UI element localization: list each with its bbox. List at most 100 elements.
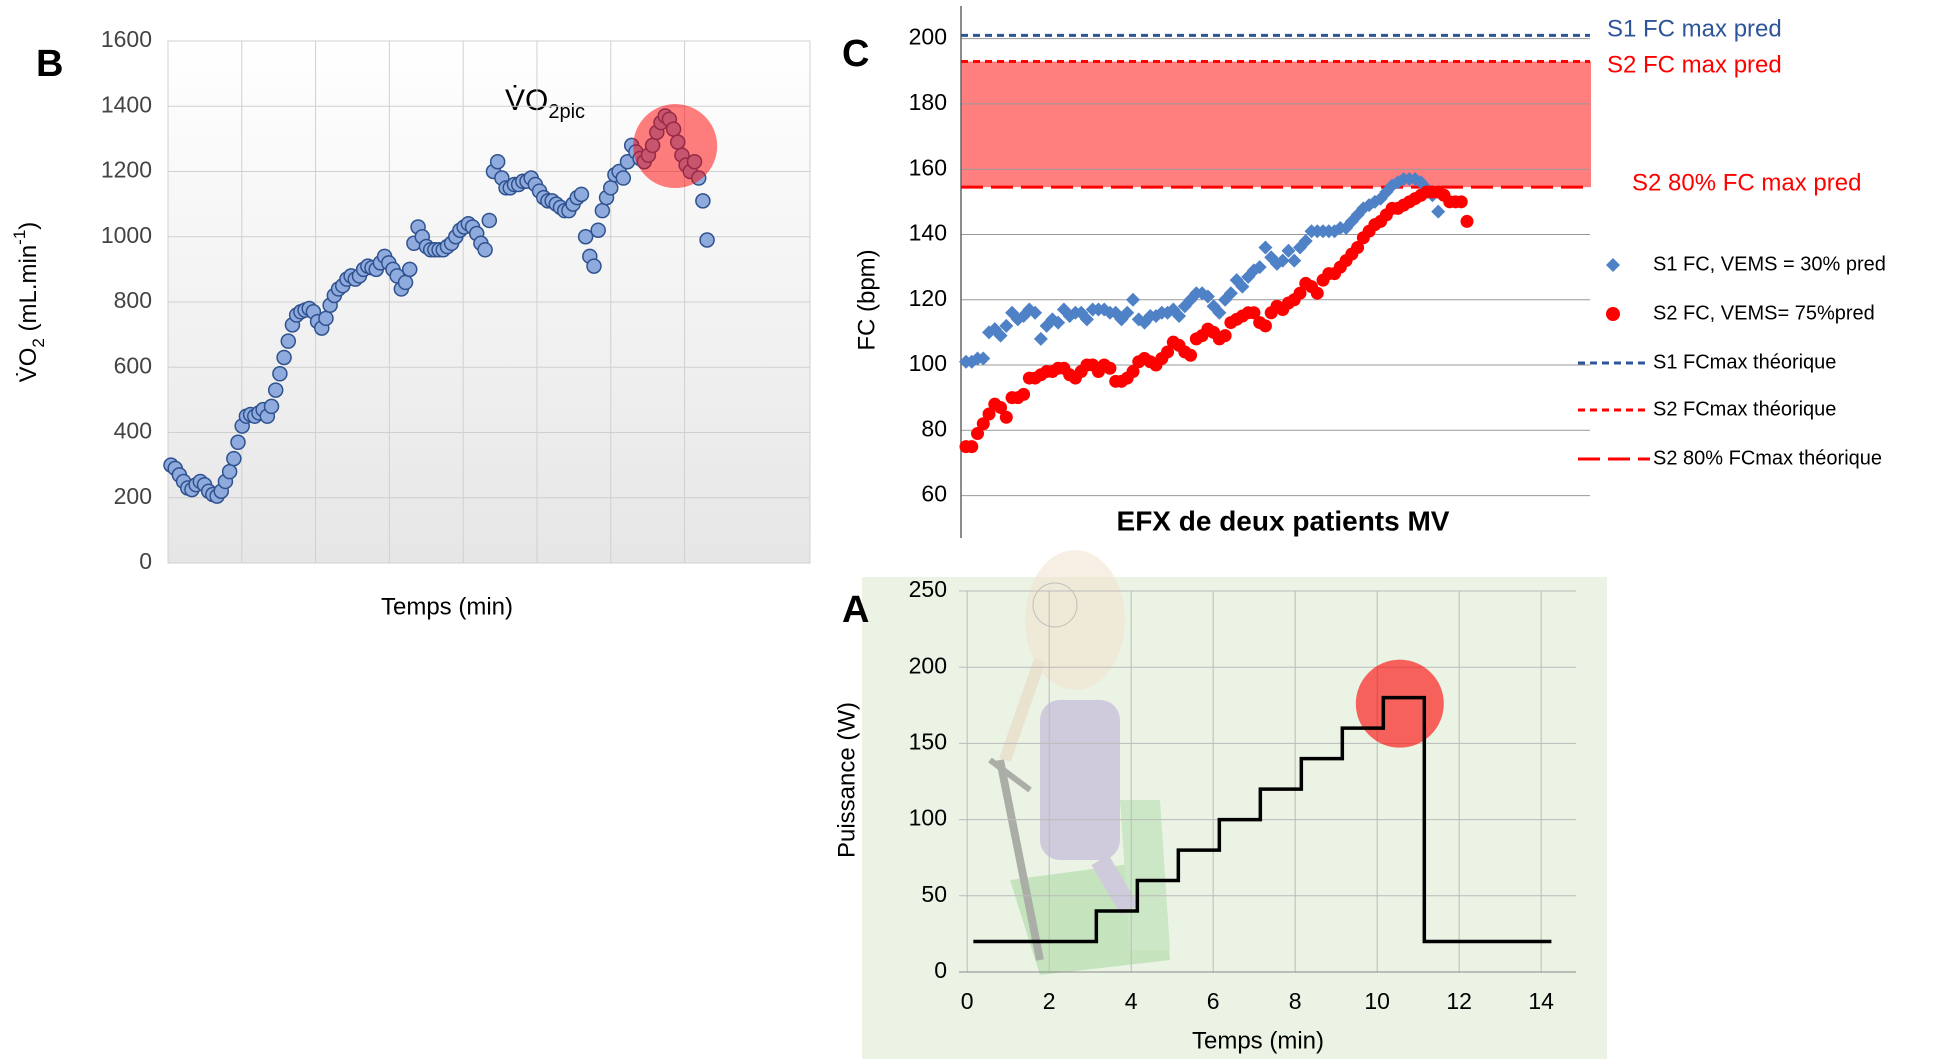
x-tick-label: 0 xyxy=(961,988,974,1014)
y-tick-label: 140 xyxy=(909,220,947,246)
chart-title: EFX de deux patients MV xyxy=(1117,505,1450,536)
data-point xyxy=(263,398,280,415)
data-point xyxy=(1281,243,1296,258)
data-point xyxy=(1310,286,1324,300)
band xyxy=(961,61,1591,188)
data-point xyxy=(573,186,590,203)
x-axis-title: Temps (min) xyxy=(1192,1027,1324,1054)
data-point xyxy=(318,310,334,327)
data-point xyxy=(1079,312,1094,327)
x-tick-label: 4 xyxy=(1125,988,1138,1014)
data-point xyxy=(993,328,1008,343)
data-point xyxy=(1051,315,1066,330)
y-axis-title: Puissance (W) xyxy=(833,702,860,858)
peak-highlight xyxy=(1355,659,1444,748)
data-point xyxy=(1010,312,1025,327)
x-tick-label: 10 xyxy=(1364,988,1390,1014)
x-tick-label: 6 xyxy=(1207,988,1220,1014)
data-point xyxy=(1252,260,1267,275)
data-point xyxy=(1235,279,1250,294)
x-tick-label: 8 xyxy=(1289,988,1302,1014)
data-point xyxy=(1033,331,1048,346)
annotation-part: 2pic xyxy=(548,101,585,123)
legend-label: S2 FCmax théorique xyxy=(1653,398,1836,420)
y-tick-label: 1400 xyxy=(101,91,152,117)
y-tick-label: 60 xyxy=(921,481,947,507)
data-point xyxy=(976,351,991,366)
y-tick-label: 120 xyxy=(909,285,947,311)
data-point xyxy=(230,434,246,451)
peak-highlight xyxy=(633,104,718,189)
data-point xyxy=(1200,289,1215,304)
y-tick-label: 200 xyxy=(909,24,947,50)
y-tick-label: 250 xyxy=(909,576,947,602)
data-point xyxy=(1126,292,1140,307)
legend-label: S1 FCmax théorique xyxy=(1653,351,1836,373)
data-point xyxy=(999,318,1014,333)
data-point xyxy=(1017,387,1031,401)
panel-letter: B xyxy=(36,43,63,85)
data-point xyxy=(594,202,611,219)
reference-annotation: S2 FC max pred xyxy=(1607,51,1782,78)
y-tick-label: 80 xyxy=(921,415,947,441)
data-point xyxy=(1258,240,1273,255)
data-point xyxy=(1247,306,1261,320)
data-point xyxy=(221,463,238,480)
data-point xyxy=(1120,305,1135,320)
data-point xyxy=(1184,348,1198,362)
data-point xyxy=(276,349,292,366)
y-axis-title-part: -1 xyxy=(10,230,29,245)
data-point xyxy=(590,222,606,238)
x-tick-label: 14 xyxy=(1528,988,1554,1014)
y-tick-label: 800 xyxy=(114,287,152,313)
data-point xyxy=(1298,233,1313,248)
y-tick-label: 1000 xyxy=(101,222,152,248)
data-point xyxy=(401,261,418,278)
data-point xyxy=(1212,305,1227,320)
x-tick-label: 12 xyxy=(1446,988,1472,1014)
data-point xyxy=(1172,309,1187,324)
data-point xyxy=(280,333,297,349)
data-point xyxy=(272,366,288,382)
data-point xyxy=(695,193,711,209)
y-tick-label: 600 xyxy=(114,352,152,378)
data-point xyxy=(1454,195,1468,209)
data-point xyxy=(1223,286,1238,301)
reference-annotation: S1 FC max pred xyxy=(1607,15,1782,42)
data-point xyxy=(994,400,1008,414)
panel-letter: C xyxy=(842,33,869,75)
annotation-part: V̇O xyxy=(505,84,548,117)
data-point xyxy=(1028,305,1043,320)
data-point xyxy=(481,212,498,229)
reference-annotation: S2 80% FC max pred xyxy=(1632,169,1861,196)
data-point xyxy=(1351,241,1365,255)
y-tick-label: 100 xyxy=(909,805,947,831)
data-point xyxy=(226,450,242,467)
y-tick-label: 0 xyxy=(934,957,947,983)
y-tick-label: 1200 xyxy=(101,157,152,183)
y-axis-title: FC (bpm) xyxy=(853,249,880,350)
data-point xyxy=(1218,329,1232,343)
data-point xyxy=(699,232,715,248)
data-point xyxy=(477,242,493,258)
y-tick-label: 200 xyxy=(909,652,947,678)
legend-marker xyxy=(1606,258,1620,272)
legend-label: S1 FC, VEMS = 30% pred xyxy=(1653,253,1886,275)
data-point xyxy=(982,407,996,421)
data-point xyxy=(1258,319,1272,333)
data-point xyxy=(1103,361,1117,375)
annotation: V̇O2pic xyxy=(505,84,585,123)
legend-label: S2 80% FCmax théorique xyxy=(1653,447,1882,469)
data-point xyxy=(1161,345,1175,359)
plot-border xyxy=(167,40,811,564)
y-axis-title-part: V̇O xyxy=(15,348,43,383)
y-tick-label: 180 xyxy=(909,89,947,115)
y-tick-label: 160 xyxy=(909,154,947,180)
data-point xyxy=(397,274,414,291)
y-axis-title-part: ) xyxy=(15,222,42,230)
legend-marker xyxy=(1606,307,1620,321)
data-point xyxy=(1126,365,1140,379)
y-tick-label: 400 xyxy=(114,418,152,444)
